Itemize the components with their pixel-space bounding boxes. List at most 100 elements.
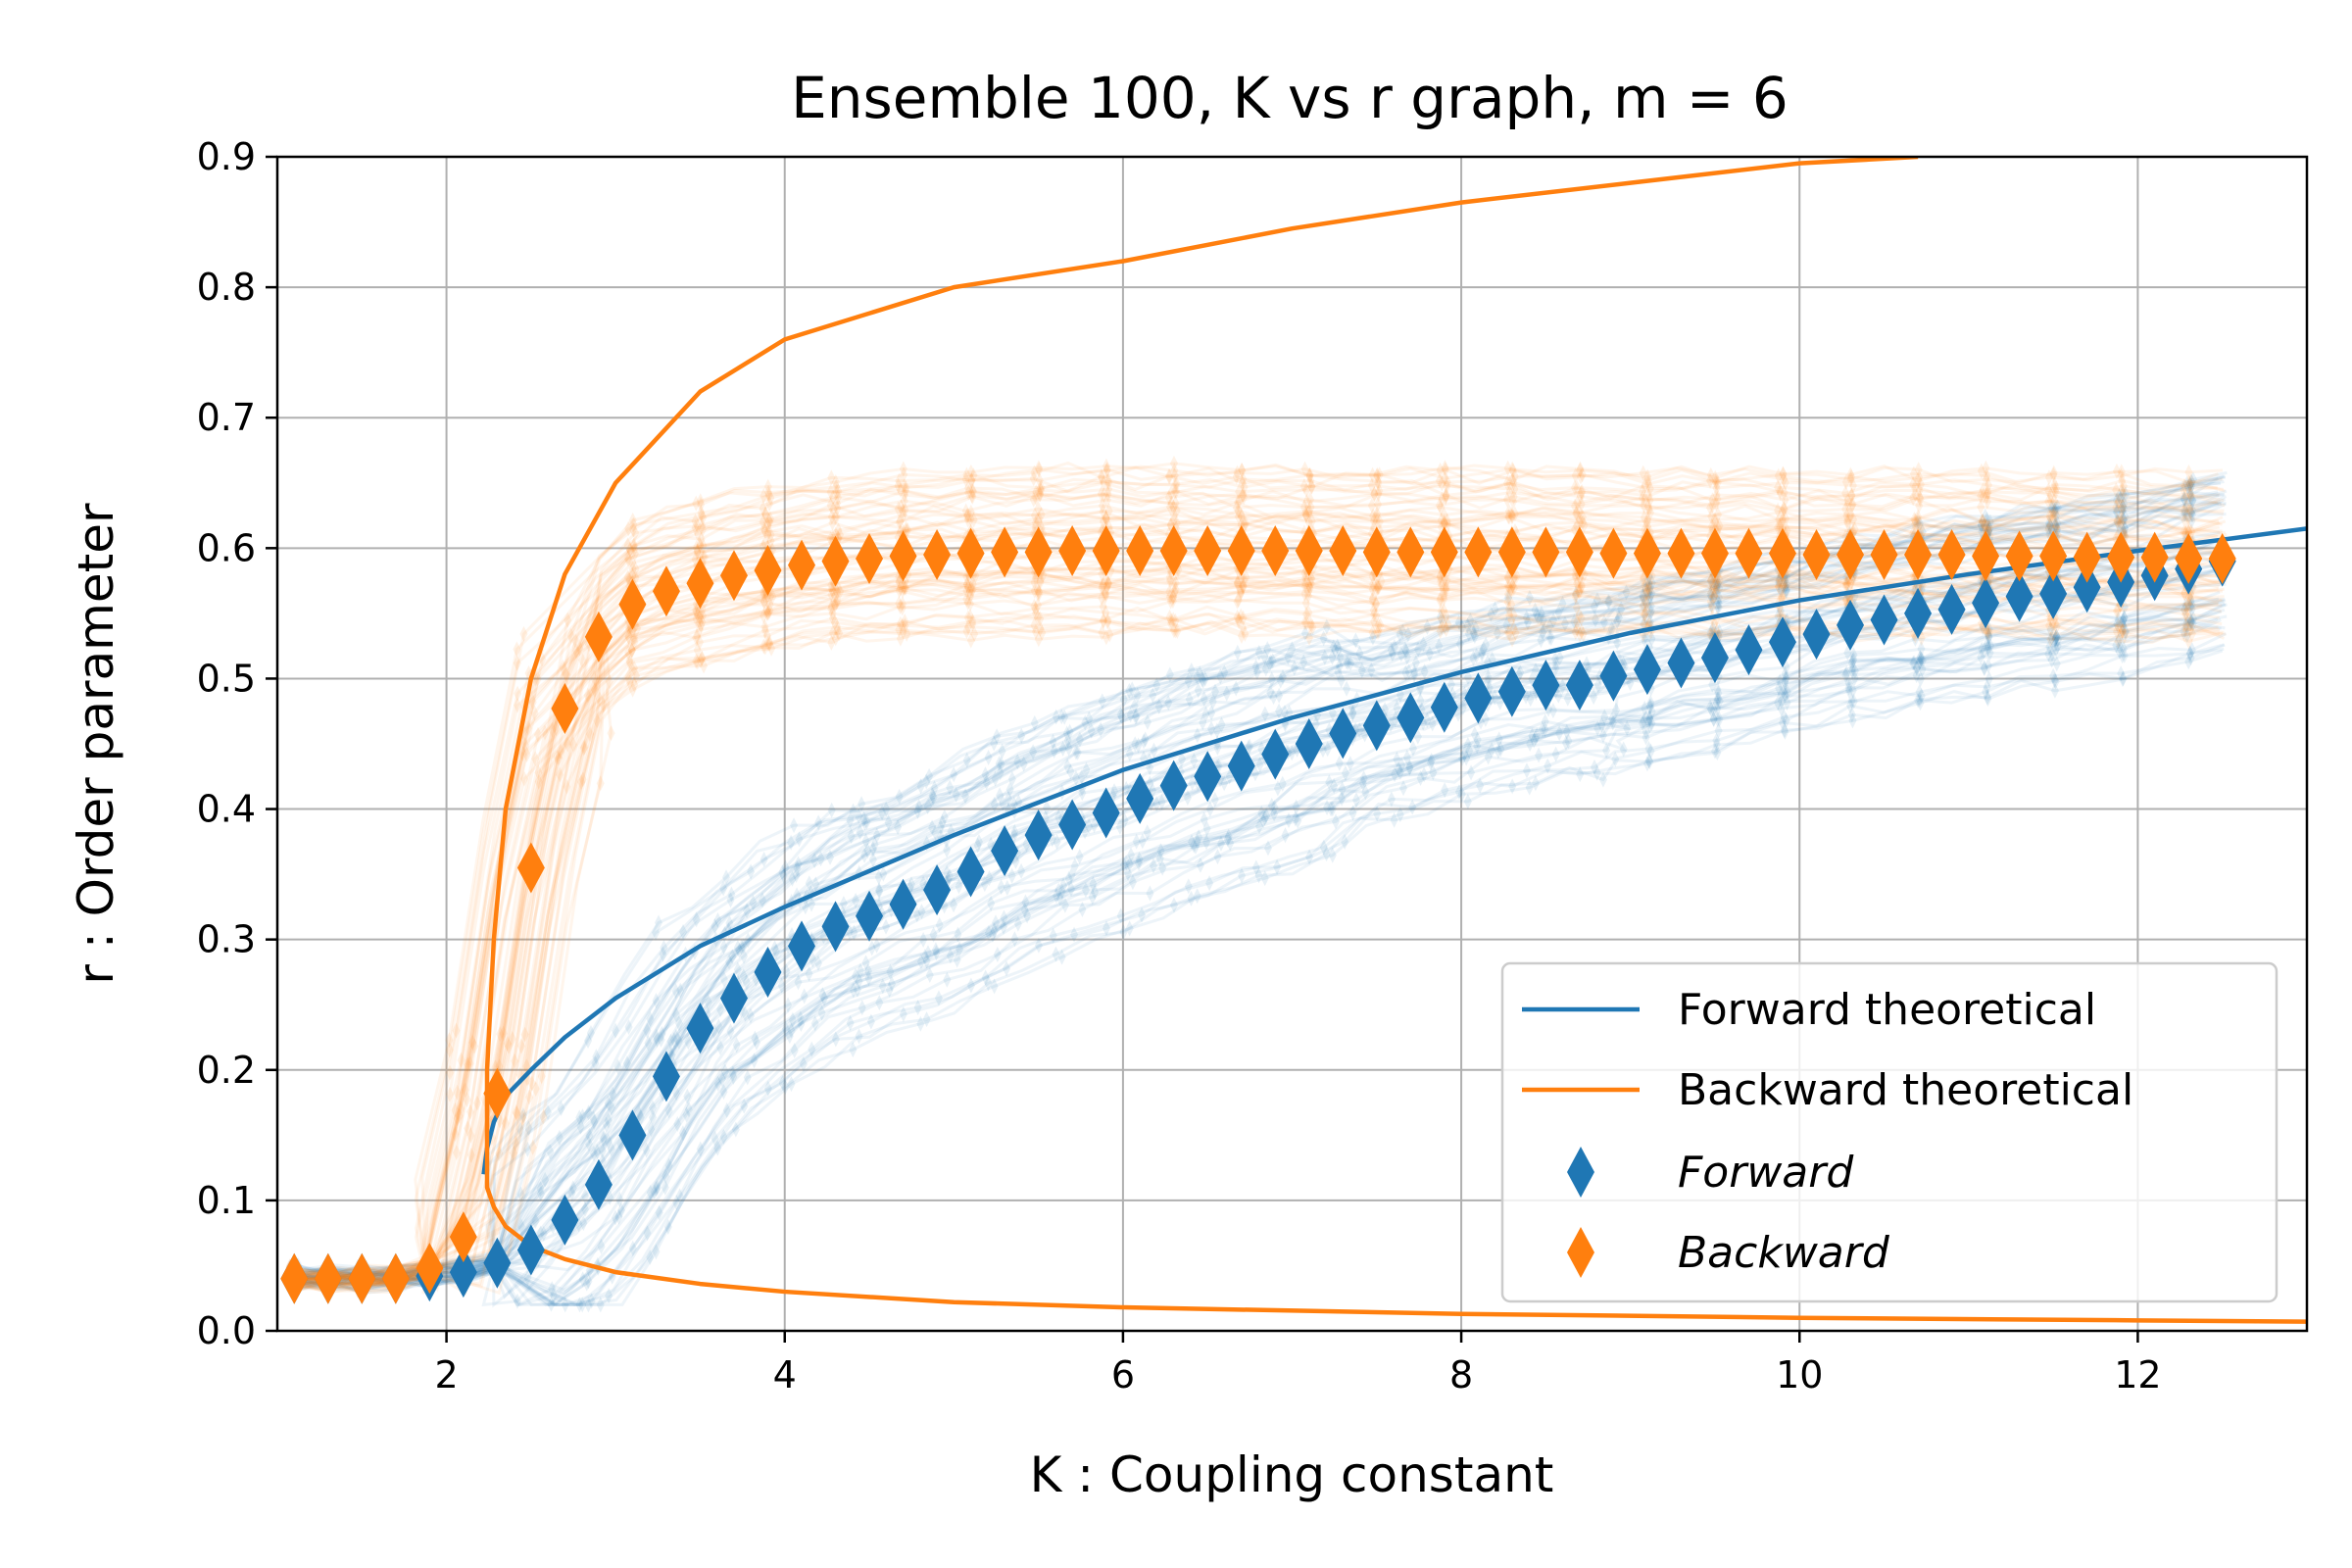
x-axis-label: K : Coupling constant — [1030, 1446, 1554, 1503]
ensemble-forward-run-point — [1645, 591, 1654, 608]
chart-title: Ensemble 100, K vs r graph, m = 6 — [791, 65, 1788, 131]
ensemble-forward-run-point — [868, 841, 877, 858]
ensemble-forward-run-point — [1983, 678, 1991, 695]
ensemble-forward-run-point — [1714, 595, 1723, 612]
ensemble-forward-run-point — [1446, 676, 1455, 693]
ensemble-forward-run-point — [575, 1297, 584, 1313]
ensemble-forward-run-point — [2051, 673, 2060, 690]
ensemble-forward-run-point — [2118, 648, 2127, 664]
ensemble-forward-run-point — [1715, 623, 1724, 640]
ensemble-forward-run — [296, 475, 2226, 1279]
ensemble-forward-run-point — [1410, 666, 1419, 683]
ensemble-forward-run-point — [2052, 508, 2061, 524]
ensemble-forward-run-point — [1916, 650, 1925, 666]
ensemble-forward-run-point — [1646, 605, 1655, 621]
ensemble-forward-run-point — [1551, 651, 1560, 667]
ensemble-forward-run-point — [1330, 778, 1339, 795]
ensemble-forward-run-point — [1212, 722, 1221, 739]
ensemble-forward-run-point — [1143, 824, 1152, 841]
ensemble-forward-run-point — [2118, 485, 2127, 502]
ensemble-forward-run-point — [2187, 473, 2196, 490]
ensemble-forward-run-point — [516, 1186, 525, 1202]
ensemble-forward-run-point — [604, 1112, 612, 1129]
ensemble-forward-run-point — [1066, 763, 1075, 780]
ensemble-forward-run-point — [1263, 840, 1272, 857]
ensemble-forward-run-point — [784, 938, 793, 955]
ensemble-forward-run-point — [913, 803, 922, 819]
ensemble-forward-run-point — [1707, 588, 1716, 605]
ensemble-forward-run-point — [863, 843, 872, 859]
ensemble-forward-run-point — [935, 916, 944, 933]
ensemble-forward-run-point — [1781, 674, 1789, 691]
ensemble-forward-run-point — [1262, 808, 1271, 824]
ensemble-forward-run-point — [2045, 516, 2054, 533]
ensemble-forward-run-point — [1622, 584, 1631, 601]
ensemble-forward-run-point — [861, 833, 870, 850]
ensemble-forward-run-point — [1373, 806, 1382, 822]
ensemble-forward-run-point — [2120, 520, 2129, 537]
ensemble-forward-run-point — [1404, 663, 1413, 680]
ensemble-forward-run-point — [649, 1109, 658, 1126]
ensemble-forward-run-point — [2053, 638, 2062, 655]
ensemble-forward-run-point — [1915, 684, 1924, 701]
ensemble-forward-run-point — [870, 836, 879, 853]
ensemble-forward-run-point — [747, 863, 756, 880]
ensemble-forward-run-point — [1052, 709, 1060, 725]
ensemble-forward-run-point — [643, 1022, 652, 1039]
ensemble-forward-run-point — [1396, 646, 1405, 662]
ensemble-forward-run-point — [1391, 710, 1399, 727]
ensemble-forward-run-point — [652, 1244, 661, 1260]
ensemble-forward-run-point — [1425, 646, 1434, 662]
ensemble-forward-run-point — [725, 914, 734, 931]
ensemble-forward-run-point — [1783, 695, 1791, 711]
ensemble-forward-run-point — [1984, 621, 1993, 638]
ensemble-forward-run-point — [1641, 632, 1649, 649]
ensemble-forward-run-point — [2186, 490, 2195, 507]
ensemble-forward-run-point — [930, 780, 939, 797]
ensemble-forward-run-point — [1714, 722, 1723, 739]
ensemble-forward-run-point — [1545, 617, 1554, 634]
ensemble-forward-run-point — [1323, 741, 1332, 758]
y-axis-label: r : Order parameter — [68, 503, 124, 985]
ensemble-forward-run-point — [811, 876, 820, 893]
ensemble-forward-run-point — [1454, 614, 1463, 631]
ensemble-forward-run-point — [1170, 897, 1179, 913]
ensemble-forward-run-point — [800, 988, 808, 1004]
ensemble-forward-run-point — [1593, 676, 1602, 693]
ensemble-forward-run-point — [788, 870, 797, 887]
ensemble-forward-run-point — [1536, 610, 1544, 626]
ensemble-forward-run-point — [536, 1181, 545, 1198]
ensemble-forward-run-point — [593, 1143, 602, 1159]
ensemble-forward-run-point — [1420, 663, 1429, 680]
ensemble-forward-run-point — [1554, 687, 1563, 704]
ensemble-forward-run-point — [710, 917, 719, 934]
ensemble-forward-run-point — [1526, 691, 1535, 708]
ensemble-forward-run-point — [1391, 766, 1399, 783]
ensemble-forward-run-point — [1078, 902, 1087, 918]
ensemble-forward-run-point — [1531, 775, 1540, 792]
ensemble-forward-run-point — [928, 787, 937, 804]
ensemble-forward-run-point — [993, 946, 1002, 962]
ensemble-forward-run-point — [1847, 655, 1856, 671]
ensemble-forward-run-point — [1646, 698, 1655, 714]
ensemble-forward-run-point — [814, 814, 823, 831]
ensemble-forward-run-point — [1645, 579, 1654, 596]
ensemble-forward-run-point — [2112, 637, 2121, 654]
ensemble-forward-run-point — [608, 1100, 616, 1116]
ensemble-forward-run-point — [1848, 660, 1857, 676]
ensemble-forward-run-point — [742, 974, 751, 991]
ensemble-forward-run-point — [1188, 774, 1197, 791]
ensemble-forward-run-point — [1647, 715, 1656, 732]
ensemble-forward-run-point — [1915, 655, 1924, 671]
ensemble-forward-run-point — [1715, 710, 1724, 727]
ensemble-forward-run — [296, 602, 2226, 1307]
ensemble-forward-run-point — [1210, 791, 1219, 808]
ensemble-forward-run-point — [1050, 743, 1058, 760]
ensemble-forward-run-point — [1707, 701, 1716, 717]
ensemble-forward-run-point — [1333, 638, 1342, 655]
ensemble-forward-run-point — [713, 912, 722, 929]
ensemble-forward-run-point — [1984, 691, 1992, 708]
ensemble-forward-run-point — [584, 1273, 593, 1290]
ensemble-forward-run — [298, 538, 2228, 1283]
ensemble-forward-run-point — [1252, 663, 1261, 680]
